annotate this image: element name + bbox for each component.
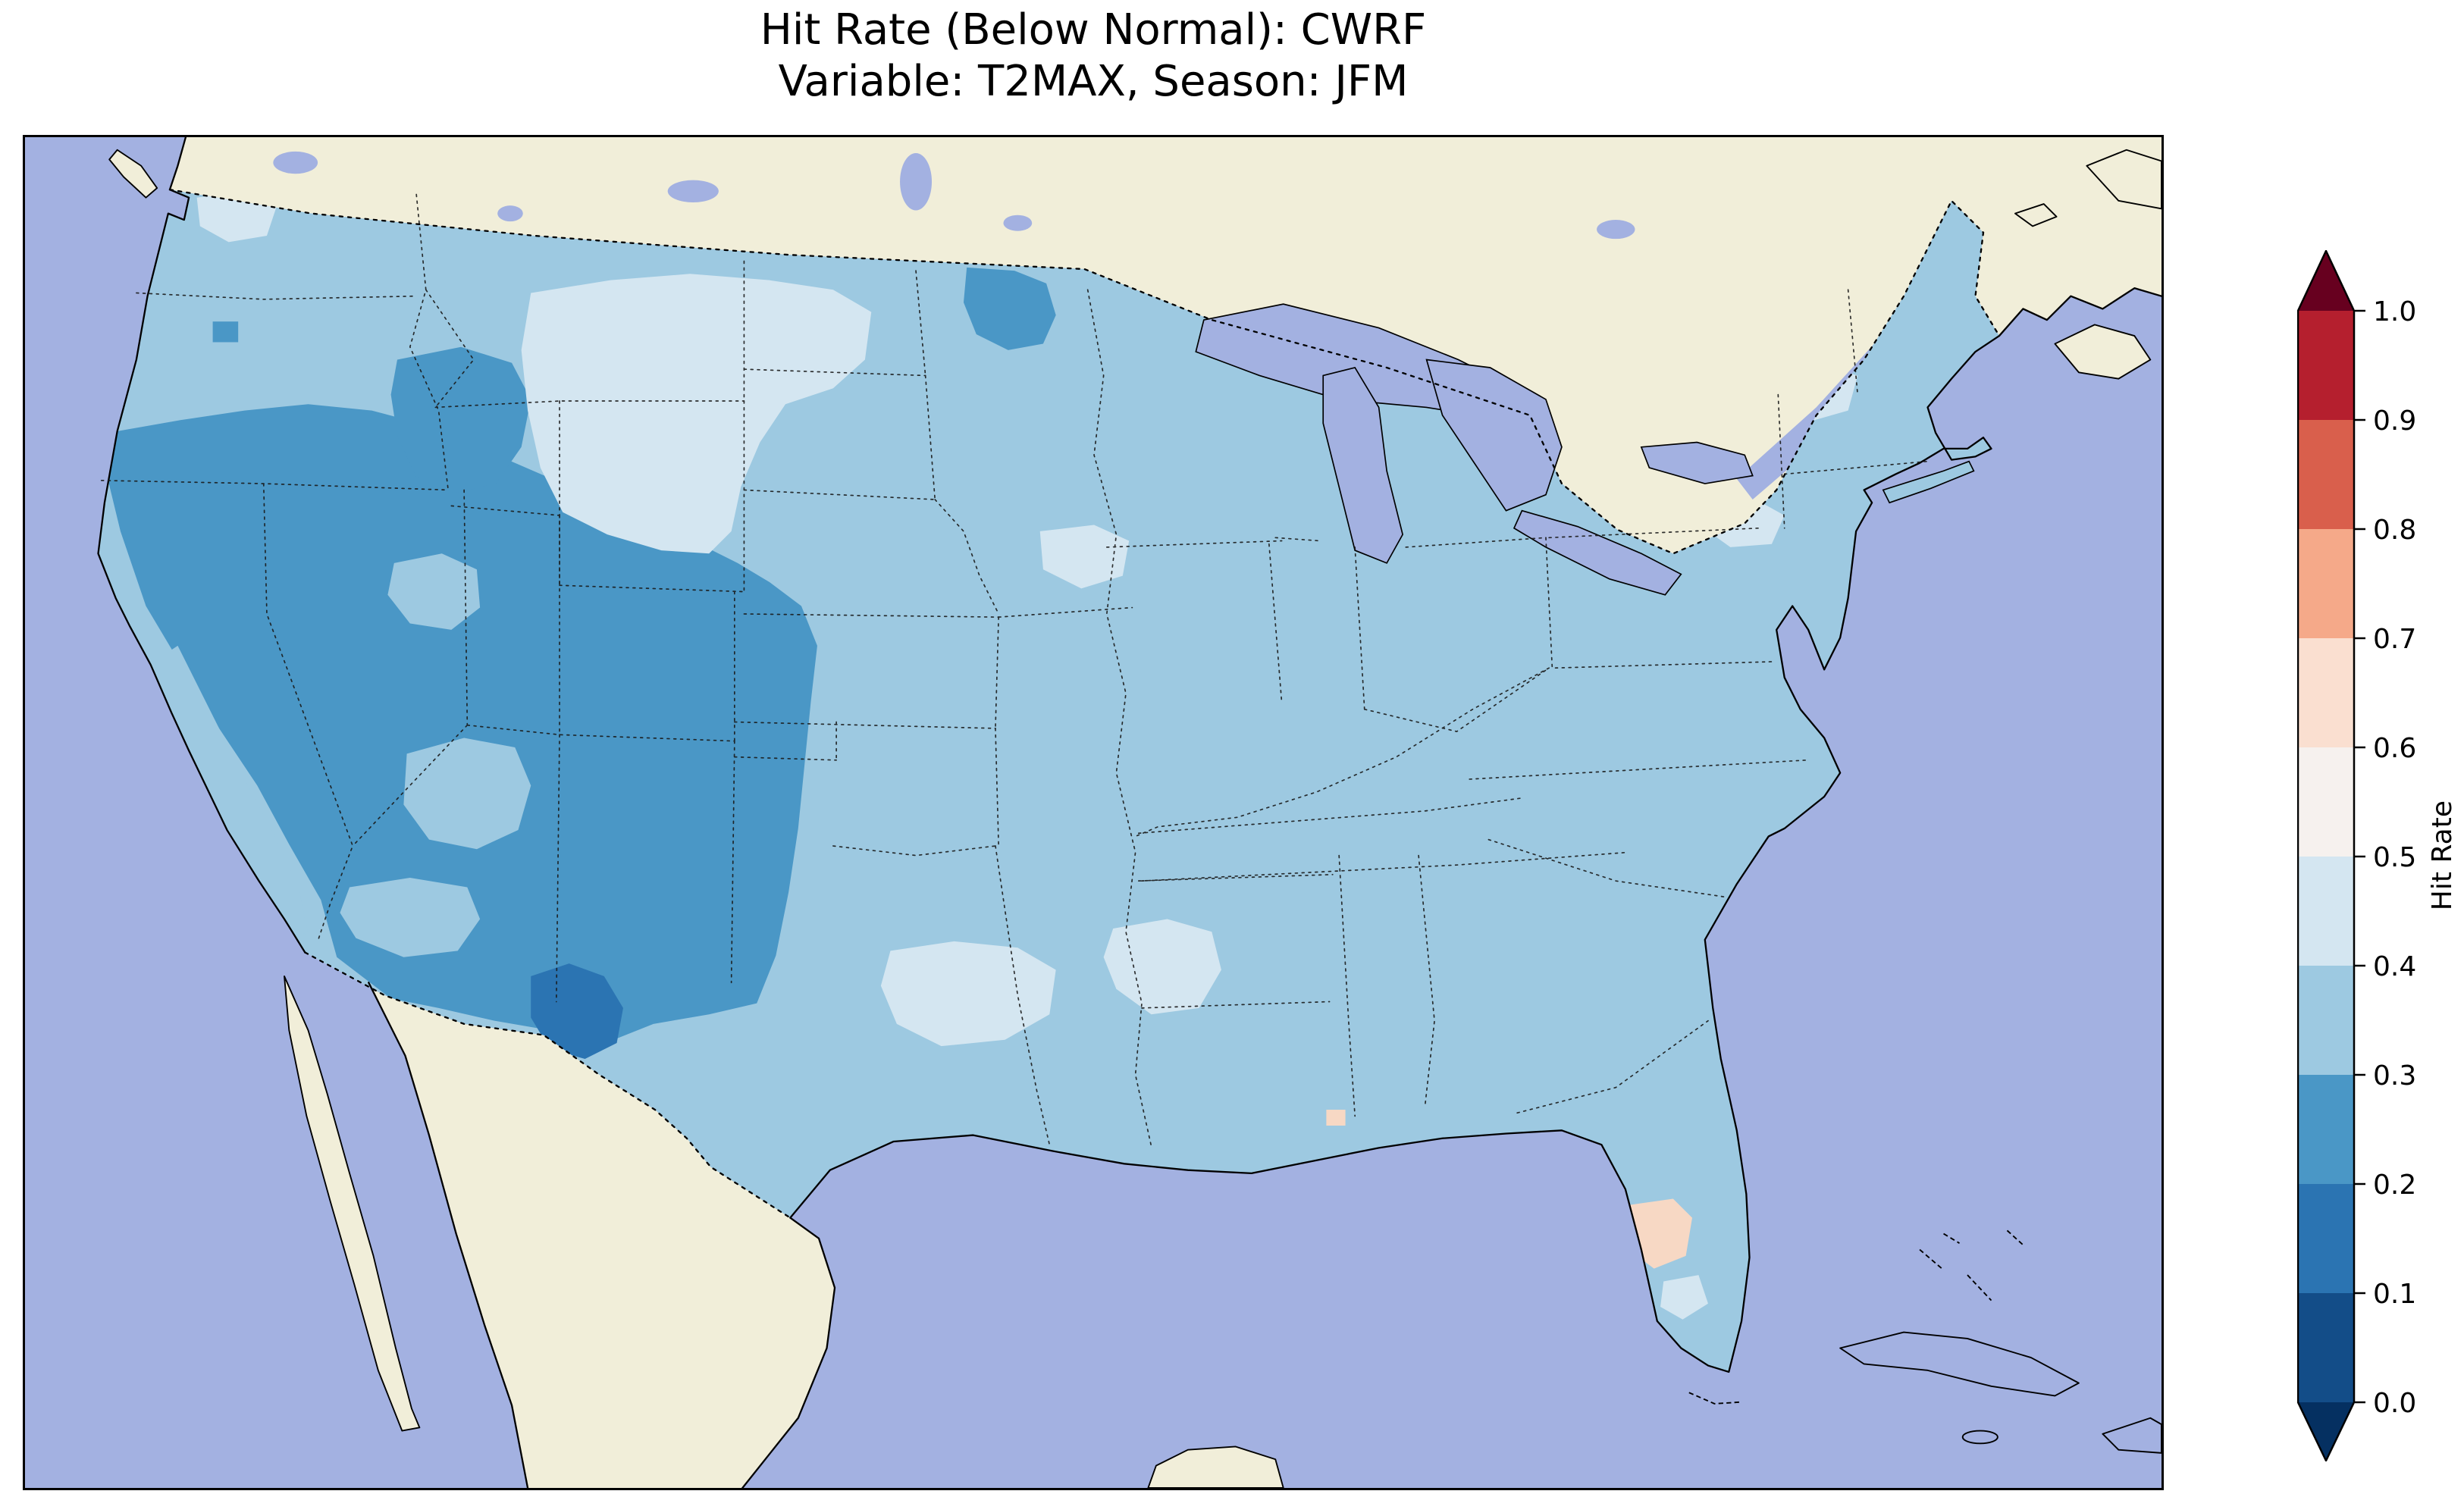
hit-rate-mississippi-pale: [1103, 919, 1221, 1015]
colorbar-label-wrap: Hit Rate: [2423, 250, 2461, 1461]
mexico-land: [284, 952, 1284, 1488]
colorbar-label: Hit Rate: [2426, 800, 2458, 911]
colorbar-outline: [2296, 249, 2356, 1463]
cuba: [1839, 1331, 2080, 1397]
us-canada-border: [168, 189, 2001, 555]
figure-title: Hit Rate (Below Normal): CWRF Variable: …: [23, 5, 2164, 108]
colorbar-tick-label: 0.3: [2373, 1060, 2416, 1092]
state-borders: [100, 193, 1929, 1148]
colorbar-tick-label: 0.4: [2373, 951, 2416, 982]
colorbar-bin-0.4-0.5: [2297, 857, 2355, 966]
colorbar-bin-0.7-0.8: [2297, 529, 2355, 638]
islands: [108, 149, 2161, 1454]
hit-rate-minnesota-low: [963, 267, 1056, 350]
hit-rate-ca-coast-patch: [149, 645, 309, 935]
newfoundland: [2086, 149, 2161, 210]
colorbar-bin-0.5-0.6: [2297, 747, 2355, 857]
map-axes: [23, 135, 2164, 1490]
colorbar-bin-0.1-0.2: [2297, 1184, 2355, 1293]
colorbar: 1.0 0.9 0.8 0.7 0.6 0.5 0.4 0.3 0.2 0.1 0.0: [2296, 249, 2456, 1464]
hit-rate-s-arizona-patch: [340, 877, 481, 957]
colorbar-tick-label: 0.7: [2373, 624, 2416, 655]
prince-edward-island: [2014, 203, 2058, 227]
colorbar-bin-0.8-0.9: [2297, 420, 2355, 529]
hit-rate-oklahoma-pale: [880, 941, 1056, 1047]
colorbar-tick-label: 0.8: [2373, 515, 2416, 546]
hit-rate-gulfcoast-pink-spot: [1326, 1110, 1346, 1126]
hit-rate-utah-patch: [387, 553, 481, 630]
coastlines: [97, 137, 2161, 1488]
hit-rate-field: [108, 191, 1858, 1336]
long-island: [1882, 460, 1975, 504]
hispaniola: [2102, 1417, 2161, 1454]
colorbar-tick-label: 0.6: [2373, 733, 2416, 764]
colorbar-ticks: 1.0 0.9 0.8 0.7 0.6 0.5 0.4 0.3 0.2 0.1 0.0: [2355, 296, 2416, 1419]
bahamas: [1919, 1229, 2026, 1301]
lake-erie: [1513, 509, 1682, 596]
hit-rate-florida-pink: [1629, 1198, 1693, 1269]
hit-rate-washington-spot: [212, 321, 239, 343]
lake-ontario: [1640, 441, 1754, 484]
baja-california: [284, 975, 421, 1432]
canadian-lakes: [273, 151, 1635, 240]
colorbar-over-arrow: [2297, 250, 2355, 311]
colorbar-bin-0.9-1.0: [2297, 311, 2355, 420]
hit-rate-florida-pale: [1660, 1275, 1708, 1320]
us-mexico-border: [304, 951, 792, 1219]
great-lakes: [1195, 303, 1754, 596]
vancouver-island: [108, 149, 158, 199]
colorbar-bin-0.3-0.4: [2297, 966, 2355, 1075]
us-map: [25, 137, 2161, 1488]
colorbar-tick-label: 0.2: [2373, 1170, 2416, 1201]
jamaica: [1961, 1430, 1998, 1445]
colorbar-bin-0.0-0.1: [2297, 1293, 2355, 1402]
country-borders: [168, 189, 2001, 1219]
hit-rate-fourcorners-patch: [403, 738, 531, 850]
hit-rate-iowa-pale: [1039, 525, 1130, 589]
colorbar-svg: 1.0 0.9 0.8 0.7 0.6 0.5 0.4 0.3 0.2 0.1 0.0: [2296, 249, 2416, 1463]
colorbar-under-arrow: [2297, 1402, 2355, 1461]
colorbar-tick-label: 0.0: [2373, 1388, 2416, 1419]
colorbar-tick-label: 0.9: [2373, 406, 2416, 437]
lake-huron: [1425, 359, 1563, 512]
colorbar-tick-label: 0.5: [2373, 842, 2416, 873]
hit-rate-west-low: [108, 404, 817, 1047]
colorbar-tick-label: 0.1: [2373, 1279, 2416, 1310]
title-line-2: Variable: T2MAX, Season: JFM: [778, 57, 1409, 107]
title-line-1: Hit Rate (Below Normal): CWRF: [760, 5, 1427, 55]
hit-rate-newmexico-minimum: [531, 963, 623, 1059]
lake-michigan: [1322, 367, 1404, 564]
colorbar-bins: [2297, 311, 2355, 1402]
colorbar-bin-0.2-0.3: [2297, 1075, 2355, 1184]
colorbar-bin-0.6-0.7: [2297, 638, 2355, 747]
nova-scotia: [2054, 324, 2152, 380]
colorbar-tick-label: 1.0: [2373, 296, 2416, 327]
yucatan: [1147, 1445, 1284, 1488]
hit-rate-northern-plains-pale: [521, 274, 872, 554]
florida-keys: [1688, 1392, 1741, 1405]
